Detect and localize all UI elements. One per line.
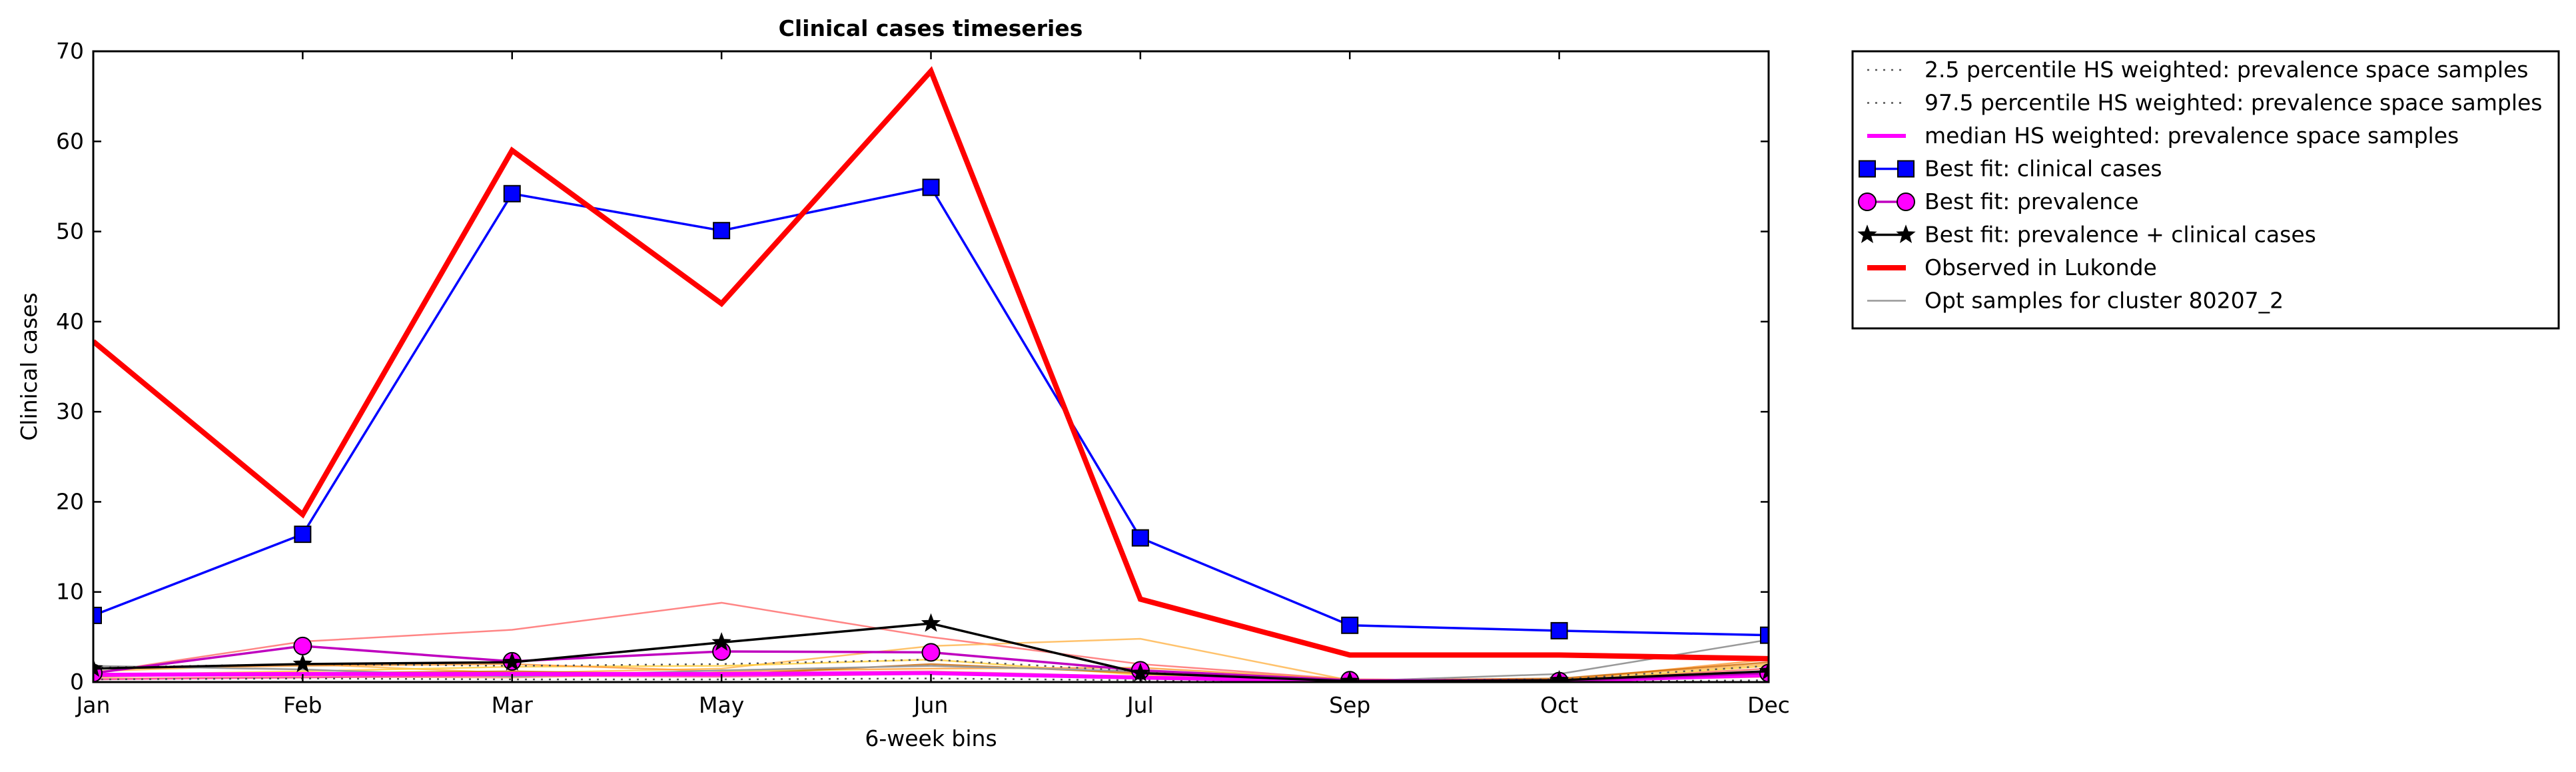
series-line-6 [93, 66, 1769, 661]
x-tick-label-3: May [699, 692, 744, 718]
x-tick-label-8: Dec [1747, 692, 1790, 718]
legend-marker-square-0 [1859, 160, 1876, 178]
chart-title: Clinical cases timeseries [779, 15, 1083, 41]
point-clinical-4 [922, 179, 940, 196]
legend-label-3: Best fit: clinical cases [1925, 156, 2162, 182]
point-clinical-6 [1341, 616, 1359, 634]
legend-label-2: median HS weighted: prevalence space sam… [1925, 123, 2459, 149]
point-combined-8 [1759, 661, 1769, 680]
y-tick-label-4: 40 [56, 308, 84, 334]
y-tick-label-1: 10 [56, 579, 84, 605]
point-combined-0 [93, 658, 103, 677]
y-axis-label: Clinical cases [16, 292, 42, 441]
x-tick-label-4: Jun [913, 692, 949, 718]
point-combined-2 [502, 651, 522, 671]
x-tick-label-5: Jul [1126, 692, 1154, 718]
y-tick-label-0: 0 [70, 669, 84, 695]
legend-marker-circle-1 [1897, 193, 1915, 211]
point-clinical-2 [503, 185, 521, 202]
plot-area [93, 66, 1769, 682]
legend-marker-star-1 [1896, 224, 1916, 243]
legend-label-1: 97.5 percentile HS weighted: prevalence … [1925, 90, 2543, 116]
series-line-3 [93, 186, 1769, 637]
y-tick-label-6: 60 [56, 128, 84, 154]
y-tick-label-7: 70 [56, 38, 84, 64]
legend-box [1851, 50, 2560, 330]
axis-ticks: 0 10 20 30 40 50 60 70 Jan Feb Mar May Jun Jul Sep Oct D… [56, 38, 1790, 718]
legend-marker-square-1 [1897, 160, 1915, 178]
point-combined-1 [292, 653, 313, 673]
y-tick-label-2: 20 [56, 488, 84, 514]
point-clinical-1 [294, 526, 312, 544]
legend-label-7: Opt samples for cluster 80207_2 [1925, 288, 2284, 314]
x-axis-label: 6-week bins [865, 725, 997, 751]
x-tick-label-7: Oct [1540, 692, 1578, 718]
x-tick-label-2: Mar [492, 692, 534, 718]
point-clinical-3 [713, 222, 731, 240]
point-clinical-0 [93, 606, 102, 624]
legend-marker-star-0 [1857, 224, 1877, 243]
y-tick-label-5: 50 [56, 218, 84, 244]
point-prevalence-1 [293, 636, 312, 655]
point-combined-4 [921, 613, 941, 632]
x-tick-label-6: Sep [1329, 692, 1370, 718]
y-tick-label-3: 30 [56, 398, 84, 424]
legend-label-0: 2.5 percentile HS weighted: prevalence s… [1925, 57, 2529, 83]
point-clinical-8 [1760, 626, 1769, 644]
plot-frame [92, 50, 1770, 683]
legend-label-4: Best fit: prevalence [1925, 189, 2139, 214]
point-clinical-7 [1550, 621, 1568, 639]
x-tick-label-0: Jan [75, 692, 111, 718]
legend-marker-circle-0 [1858, 193, 1877, 211]
point-clinical-5 [1131, 529, 1149, 547]
x-tick-label-1: Feb [283, 692, 322, 718]
legend-label-6: Observed in Lukonde [1925, 254, 2157, 280]
legend-label-5: Best fit: prevalence + clinical cases [1925, 222, 2316, 248]
point-prevalence-4 [921, 643, 941, 662]
point-combined-3 [711, 632, 731, 651]
series-line-7 [93, 639, 1769, 682]
legend: 2.5 percentile HS weighted: prevalence s… [1851, 50, 2560, 330]
